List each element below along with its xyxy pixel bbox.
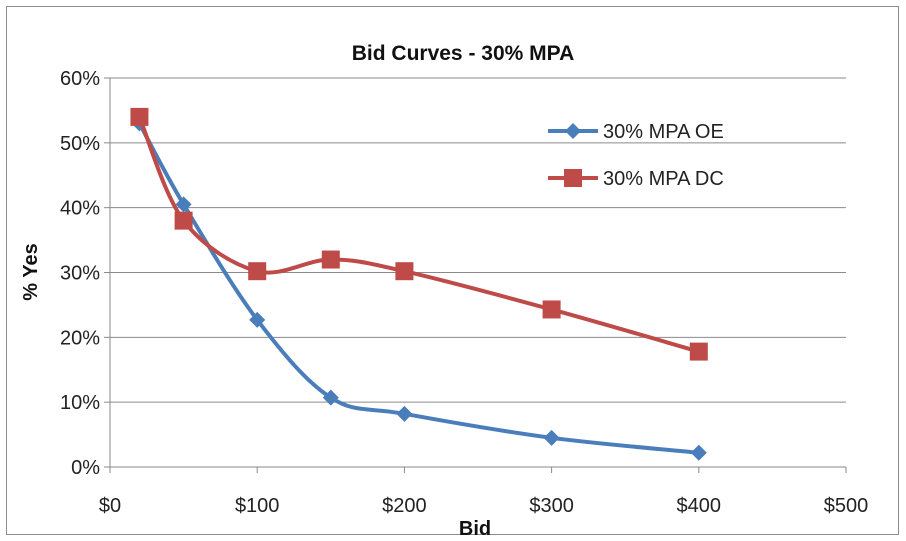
y-tick-label: 0%: [71, 457, 100, 479]
legend: 30% MPA OE 30% MPA DC: [548, 121, 724, 190]
chart-area: [6, 6, 899, 535]
y-tick-label: 50%: [60, 133, 100, 155]
x-tick-label: $0: [99, 495, 121, 517]
data-point-oe: [249, 311, 266, 328]
data-point-oe: [690, 444, 707, 461]
x-tick-label: $200: [382, 495, 427, 517]
x-tick-label: $500: [824, 495, 869, 517]
y-tick-label: 20%: [60, 327, 100, 349]
data-point-dc: [395, 262, 414, 281]
data-point-dc: [248, 262, 267, 281]
x-axis-title: Bid: [459, 518, 491, 540]
legend-label-dc: 30% MPA DC: [603, 168, 724, 190]
legend-marker-oe: [565, 123, 581, 139]
axes: 0% 10% 20% 30% 40% 50% 60% $0 $100 $200 $300 $400 $5…: [60, 68, 868, 517]
series-layer: [130, 107, 708, 461]
x-tick-label: $300: [529, 495, 574, 517]
data-point-oe: [543, 429, 560, 446]
y-tick-label: 10%: [60, 392, 100, 414]
data-point-dc: [174, 211, 193, 230]
legend-label-oe: 30% MPA OE: [603, 121, 724, 143]
series-line-dc: [137, 116, 700, 354]
legend-marker-dc: [564, 169, 582, 187]
data-point-dc: [130, 107, 149, 126]
data-point-oe: [175, 196, 192, 213]
data-point-oe: [322, 389, 339, 406]
gridlines: [110, 77, 846, 403]
y-tick-label: 60%: [60, 68, 100, 90]
data-point-dc: [542, 300, 561, 319]
x-tick-label: $400: [677, 495, 722, 517]
data-point-dc: [321, 250, 340, 269]
y-axis-title: % Yes: [20, 243, 42, 300]
data-point-dc: [689, 342, 708, 361]
x-tick-label: $100: [235, 495, 280, 517]
data-point-oe: [396, 405, 413, 422]
chart-title: Bid Curves - 30% MPA: [352, 42, 575, 65]
y-tick-label: 40%: [60, 198, 100, 220]
y-tick-label: 30%: [60, 263, 100, 285]
